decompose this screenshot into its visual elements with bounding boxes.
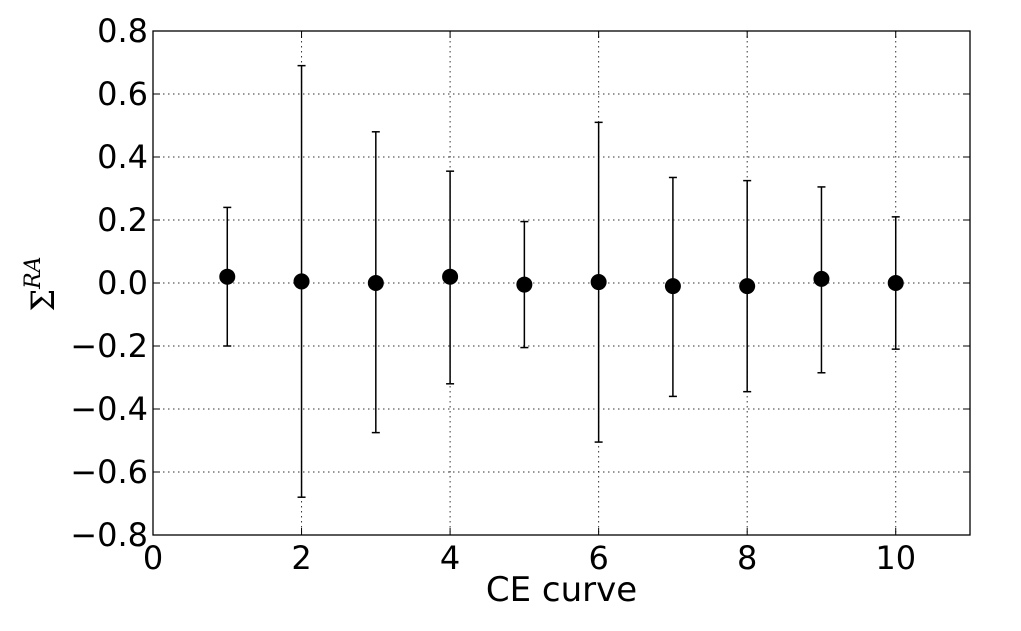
y-tick-label: 0.6 (97, 75, 148, 113)
x-tick-labels: 0 2 4 6 8 10 (143, 539, 916, 577)
data-points (219, 268, 904, 295)
error-bars (223, 64, 900, 498)
data-point (739, 278, 756, 295)
svg-text:ΣRA: ΣRA (21, 256, 62, 311)
data-point (516, 276, 533, 293)
tick-marks (152, 30, 970, 536)
x-tick-label: 6 (588, 539, 608, 577)
y-tick-label: −0.6 (70, 453, 148, 491)
y-tick-labels: 0.8 0.6 0.4 0.2 0.0 −0.2 −0.4 −0.6 −0.8 (70, 12, 148, 554)
x-tick-label: 10 (875, 539, 916, 577)
x-tick-label: 2 (291, 539, 311, 577)
y-tick-label: 0.4 (97, 138, 148, 176)
y-tick-label: 0.8 (97, 12, 148, 50)
y-tick-label: 0.0 (97, 264, 148, 302)
data-point (367, 275, 384, 291)
x-axis-label: CE curve (486, 570, 637, 610)
y-tick-label: −0.4 (70, 390, 148, 428)
data-point (664, 278, 681, 295)
x-tick-label: 0 (143, 539, 163, 577)
plot-frame (152, 30, 971, 536)
data-point (442, 268, 459, 285)
x-tick-label: 8 (737, 539, 757, 577)
y-tick-label: −0.2 (70, 327, 148, 365)
y-axis-label-superscript: RA (21, 256, 46, 289)
data-point (219, 268, 236, 285)
y-axis-label: ΣRA (21, 256, 62, 311)
y-tick-label: 0.2 (97, 201, 148, 239)
x-tick-label: 4 (440, 539, 460, 577)
y-axis-label-base: Σ (24, 289, 62, 312)
data-point (887, 275, 904, 291)
grid (153, 31, 970, 535)
data-point (590, 274, 607, 291)
data-point (813, 270, 830, 287)
y-tick-label: −0.8 (70, 516, 148, 554)
data-point (293, 273, 310, 290)
